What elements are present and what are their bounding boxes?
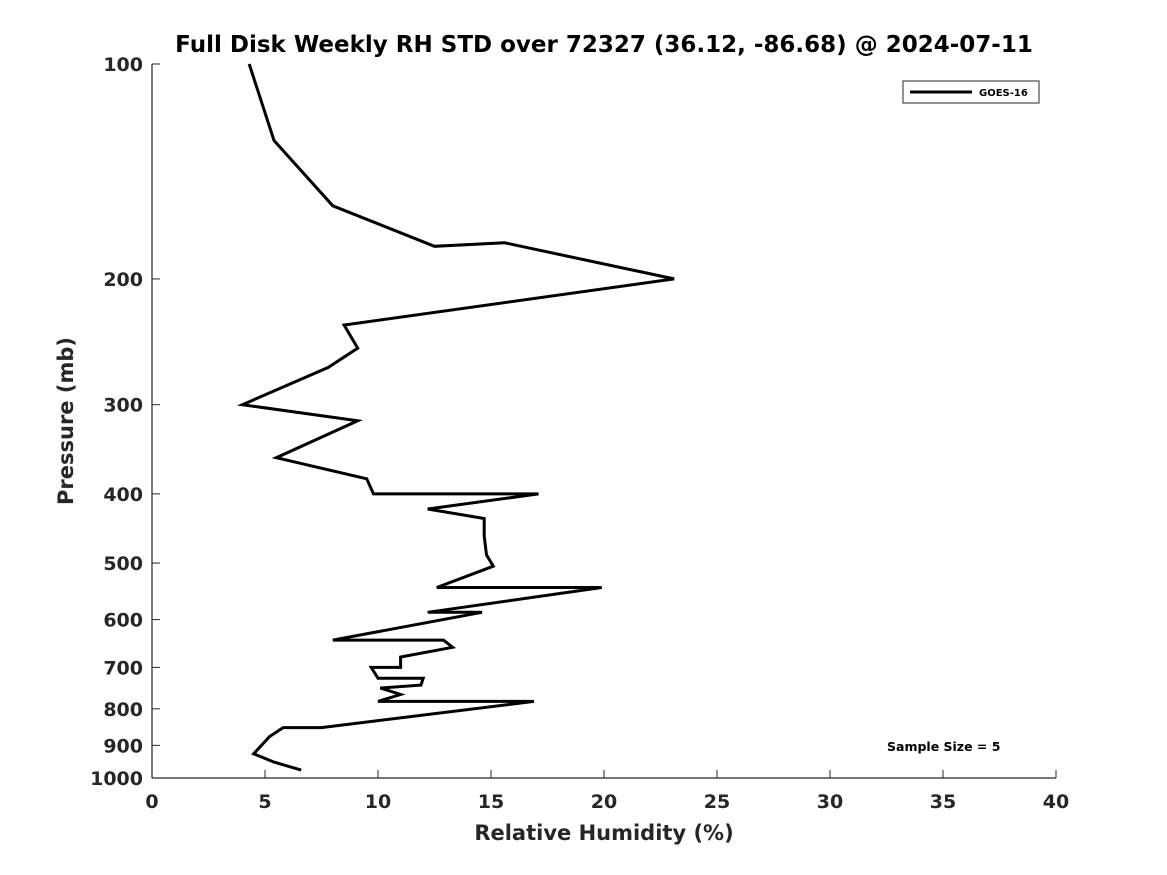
y-tick-label: 100 <box>103 54 143 76</box>
y-tick-label: 600 <box>103 610 143 632</box>
x-ticks: 0 5 10 15 20 25 30 35 40 <box>145 770 1069 813</box>
chart-title: Full Disk Weekly RH STD over 72327 (36.1… <box>175 32 1033 58</box>
y-axis-label: Pressure (mb) <box>54 337 78 505</box>
x-tick-label: 30 <box>817 791 843 813</box>
y-tick-label: 700 <box>103 657 143 679</box>
plot-area: 0 5 10 15 20 25 30 35 40 100 200 300 400 500 600 700 80… <box>90 54 1069 813</box>
legend-label-goes16: GOES-16 <box>979 88 1028 99</box>
y-tick-label: 900 <box>103 735 143 757</box>
y-ticks: 100 200 300 400 500 600 700 800 900 1000 <box>90 54 160 790</box>
legend: GOES-16 <box>902 80 1040 104</box>
y-tick-label: 500 <box>103 553 143 575</box>
x-tick-label: 40 <box>1043 791 1069 813</box>
x-tick-label: 5 <box>258 791 271 813</box>
x-tick-label: 25 <box>704 791 730 813</box>
x-tick-label: 20 <box>591 791 617 813</box>
y-tick-label: 1000 <box>90 768 143 790</box>
y-tick-label: 200 <box>103 269 143 291</box>
y-tick-label: 800 <box>103 699 143 721</box>
x-tick-label: 35 <box>930 791 956 813</box>
x-axis-label: Relative Humidity (%) <box>474 821 733 845</box>
y-tick-label: 400 <box>103 484 143 506</box>
series-line-goes16 <box>236 63 675 772</box>
x-tick-label: 10 <box>365 791 391 813</box>
sample-size-annotation: Sample Size = 5 <box>887 739 1000 754</box>
x-tick-label: 0 <box>145 791 158 813</box>
x-tick-label: 15 <box>478 791 504 813</box>
y-tick-label: 300 <box>103 395 143 417</box>
